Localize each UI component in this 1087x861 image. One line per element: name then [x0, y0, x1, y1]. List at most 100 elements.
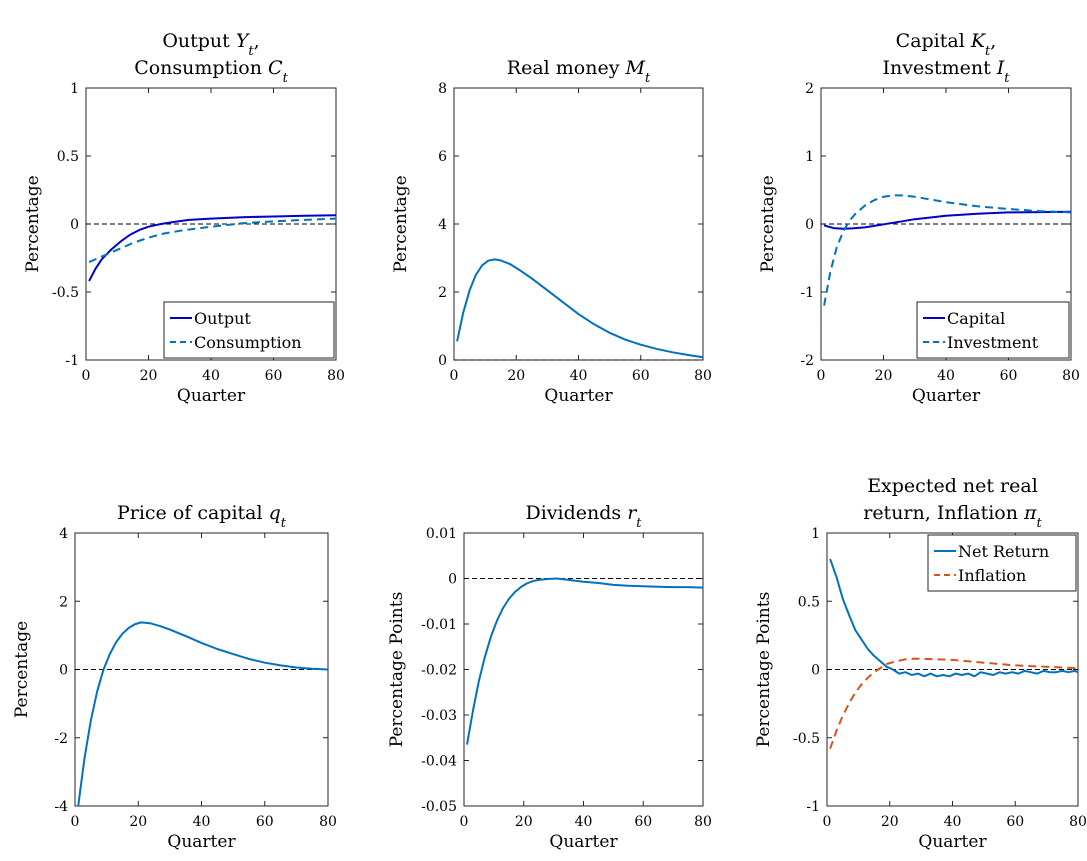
chart-title: return, Inflation πt [863, 502, 1042, 531]
series-line-capital [823, 210, 1072, 230]
y-tick-label: 0.5 [798, 594, 820, 610]
chart-title: Price of capital qt [117, 502, 287, 531]
x-tick-label: 0 [823, 814, 832, 830]
axes-box [74, 532, 329, 807]
x-tick-label: 20 [881, 814, 899, 830]
x-tick-label: 20 [140, 368, 158, 384]
x-tick-label: 60 [1006, 814, 1024, 830]
legend: Capital Investment [916, 301, 1070, 359]
y-tick-label: 6 [438, 149, 447, 165]
y-tick-label: 2 [438, 285, 447, 301]
y-tick-label: -2 [54, 731, 68, 747]
y-tick-label: 4 [59, 526, 68, 542]
chart-title: Real money Mt [507, 57, 651, 86]
y-axis-label: Percentage Points [387, 592, 407, 748]
x-tick-label: 60 [1000, 368, 1018, 384]
x-axis-label: Quarter [918, 832, 987, 852]
x-tick-label: 60 [632, 368, 650, 384]
x-tick-label: 0 [460, 814, 469, 830]
y-tick-label: 8 [438, 81, 447, 97]
legend: Output Consumption [163, 301, 335, 359]
series-line-consumption [88, 217, 337, 264]
panel-1: 0 20 40 60 80 -1 -0.5 0 0.5 1 Quarter Percentage Out… [23, 30, 345, 406]
x-axis-label: Quarter [167, 832, 236, 852]
y-tick-label: 1 [811, 526, 820, 542]
series-line-main [456, 258, 704, 359]
series-line-main [466, 577, 704, 745]
axes-box [453, 87, 704, 361]
panel-6: 0 20 40 60 80 -1 -0.5 0 0.5 1 Quarter Percentage Po… [754, 475, 1087, 852]
x-tick-label: 20 [507, 368, 525, 384]
x-tick-label: 40 [570, 368, 588, 384]
x-tick-label: 40 [575, 814, 593, 830]
y-axis-label: Percentage [23, 175, 43, 272]
x-tick-label: 40 [937, 368, 955, 384]
y-tick-label: -1 [800, 285, 814, 301]
series-line-investment [823, 194, 1072, 306]
y-tick-label: 1 [70, 81, 79, 97]
legend-box [163, 301, 335, 359]
legend-box [916, 301, 1070, 359]
y-tick-label: 0 [59, 663, 68, 679]
x-tick-label: 40 [202, 368, 220, 384]
legend-entry: Inflation [958, 566, 1026, 585]
y-axis-label: Percentage [758, 175, 778, 272]
y-tick-label: 0 [448, 572, 457, 588]
panel-5: 0 20 40 60 80 -0.05 -0.04 -0.03 -0.02 -0.01 0 0.01 Q… [387, 502, 712, 852]
y-tick-label: 0 [811, 663, 820, 679]
chart-title: Output Yt, [162, 30, 259, 59]
x-axis-label: Quarter [544, 386, 613, 406]
y-tick-label: -0.02 [421, 663, 457, 679]
axes-box [463, 532, 704, 807]
x-tick-label: 40 [944, 814, 962, 830]
y-tick-label: -0.03 [421, 708, 457, 724]
x-tick-label: 80 [319, 814, 337, 830]
y-tick-label: -4 [54, 799, 68, 815]
x-axis-label: Quarter [177, 386, 246, 406]
x-tick-label: 0 [817, 368, 826, 384]
legend-entry: Output [194, 309, 251, 328]
x-axis-label: Quarter [912, 386, 981, 406]
x-tick-label: 60 [265, 368, 283, 384]
x-tick-label: 0 [450, 368, 459, 384]
legend-box [927, 534, 1077, 592]
y-tick-label: -1 [806, 799, 820, 815]
y-tick-label: 0.5 [57, 149, 79, 165]
legend-entry: Net Return [958, 542, 1049, 561]
x-tick-label: 80 [1062, 368, 1080, 384]
y-tick-label: -1 [65, 353, 79, 369]
x-tick-label: 60 [634, 814, 652, 830]
x-tick-label: 0 [71, 814, 80, 830]
chart-title: Consumption Ct [134, 57, 288, 86]
x-tick-label: 80 [694, 814, 712, 830]
y-tick-label: 4 [438, 217, 447, 233]
series-line-main [77, 621, 329, 807]
y-tick-label: -0.5 [52, 285, 79, 301]
x-tick-label: 80 [694, 368, 712, 384]
y-tick-label: -0.05 [421, 799, 457, 815]
y-tick-label: -2 [800, 353, 814, 369]
y-tick-label: 2 [59, 594, 68, 610]
y-tick-label: 0.01 [426, 526, 457, 542]
x-tick-label: 80 [327, 368, 345, 384]
legend-entry: Investment [947, 333, 1039, 352]
chart-title: Investment It [882, 57, 1010, 86]
series-line-net-return [829, 558, 1079, 678]
x-tick-label: 40 [193, 814, 211, 830]
legend-entry: Capital [947, 309, 1005, 328]
x-axis-label: Quarter [549, 832, 618, 852]
x-tick-label: 0 [82, 368, 91, 384]
chart-title: Capital Kt, [896, 30, 997, 59]
y-tick-label: 0 [70, 217, 79, 233]
y-tick-label: 2 [805, 81, 814, 97]
y-tick-label: 0 [438, 353, 447, 369]
x-tick-label: 80 [1069, 814, 1087, 830]
series-line-inflation [829, 657, 1079, 750]
y-tick-label: 0 [805, 217, 814, 233]
y-axis-label: Percentage [12, 621, 32, 718]
y-axis-label: Percentage Points [754, 592, 774, 748]
chart-title: Dividends rt [525, 502, 642, 531]
chart-title: Expected net real [867, 475, 1038, 497]
y-tick-label: -0.04 [421, 754, 457, 770]
